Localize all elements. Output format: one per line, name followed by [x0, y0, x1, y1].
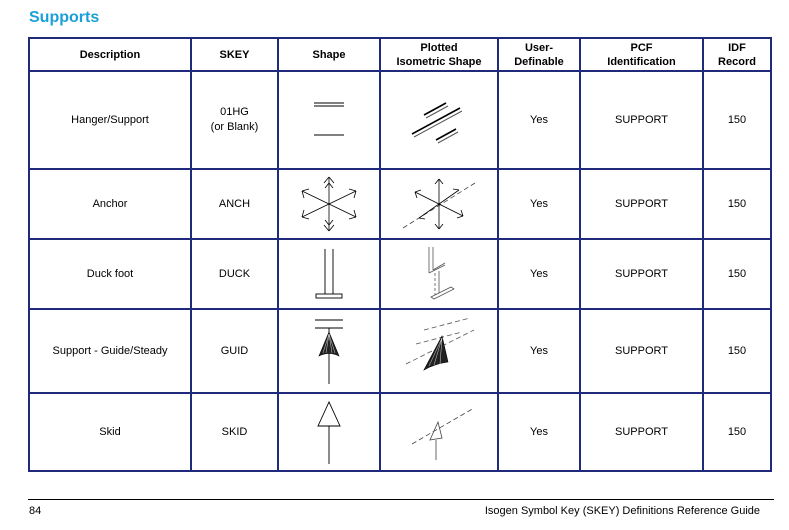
pcf-identification-cell: SUPPORT — [579, 308, 704, 394]
column-header-pcf-identification: PCF Identification — [579, 37, 704, 72]
column-header-user-definable: User- Definable — [497, 37, 581, 72]
hanger-support-icon — [314, 102, 344, 136]
plotted-shape-cell — [379, 238, 499, 310]
table-row: Support - Guide/Steady GUID — [28, 308, 772, 394]
description-cell: Skid — [28, 392, 192, 472]
idf-record-cell: 150 — [702, 70, 772, 170]
user-definable-cell: Yes — [497, 308, 581, 394]
description-cell: Duck foot — [28, 238, 192, 310]
table-row: Anchor ANCH — [28, 168, 772, 240]
user-definable-cell: Yes — [497, 238, 581, 310]
skid-isometric-icon — [411, 407, 475, 460]
skey-cell: GUID — [190, 308, 279, 394]
shape-cell — [277, 392, 381, 472]
shape-cell — [277, 238, 381, 310]
description-cell: Hanger/Support — [28, 70, 192, 170]
idf-record-cell: 150 — [702, 168, 772, 240]
column-header-idf-record: IDF Record — [702, 37, 772, 72]
duck-foot-isometric-icon — [428, 247, 455, 300]
pcf-identification-cell: SUPPORT — [579, 70, 704, 170]
footer-document-title: Isogen Symbol Key (SKEY) Definitions Ref… — [484, 505, 760, 517]
shape-cell — [277, 70, 381, 170]
plotted-shape-cell — [379, 168, 499, 240]
table-header-row: Description SKEY Shape Plotted Isometric … — [28, 37, 772, 72]
page-number: 84 — [29, 505, 42, 517]
pcf-identification-cell: SUPPORT — [579, 168, 704, 240]
column-header-shape: Shape — [277, 37, 381, 72]
shape-cell — [277, 308, 381, 394]
anchor-isometric-icon — [402, 178, 476, 230]
idf-record-cell: 150 — [702, 308, 772, 394]
footer-divider — [28, 499, 774, 500]
table-row: Duck foot DUCK — [28, 238, 772, 310]
anchor-icon — [301, 176, 357, 232]
skey-cell: ANCH — [190, 168, 279, 240]
idf-record-cell: 150 — [702, 392, 772, 472]
skey-cell: DUCK — [190, 238, 279, 310]
skid-icon — [317, 400, 341, 464]
section-title: Supports — [29, 9, 100, 26]
hanger-support-isometric-icon — [411, 102, 463, 144]
plotted-shape-cell — [379, 392, 499, 472]
shape-cell — [277, 168, 381, 240]
duck-foot-icon — [315, 249, 343, 299]
skey-cell: 01HG (or Blank) — [190, 70, 279, 170]
skey-cell: SKID — [190, 392, 279, 472]
user-definable-cell: Yes — [497, 392, 581, 472]
description-cell: Support - Guide/Steady — [28, 308, 192, 394]
guide-steady-icon — [315, 319, 343, 384]
supports-table: Description SKEY Shape Plotted Isometric … — [28, 37, 772, 472]
description-cell: Anchor — [28, 168, 192, 240]
plotted-shape-cell — [379, 308, 499, 394]
column-header-description: Description — [28, 37, 192, 72]
pcf-identification-cell: SUPPORT — [579, 238, 704, 310]
pcf-identification-cell: SUPPORT — [579, 392, 704, 472]
guide-steady-isometric-icon — [405, 317, 475, 371]
column-header-plotted-isometric-shape: Plotted Isometric Shape — [379, 37, 499, 72]
user-definable-cell: Yes — [497, 70, 581, 170]
plotted-shape-cell — [379, 70, 499, 170]
column-header-skey: SKEY — [190, 37, 279, 72]
user-definable-cell: Yes — [497, 168, 581, 240]
table-row: Skid SKID Yes — [28, 392, 772, 472]
idf-record-cell: 150 — [702, 238, 772, 310]
table-row: Hanger/Support 01HG (or Blank) — [28, 70, 772, 170]
